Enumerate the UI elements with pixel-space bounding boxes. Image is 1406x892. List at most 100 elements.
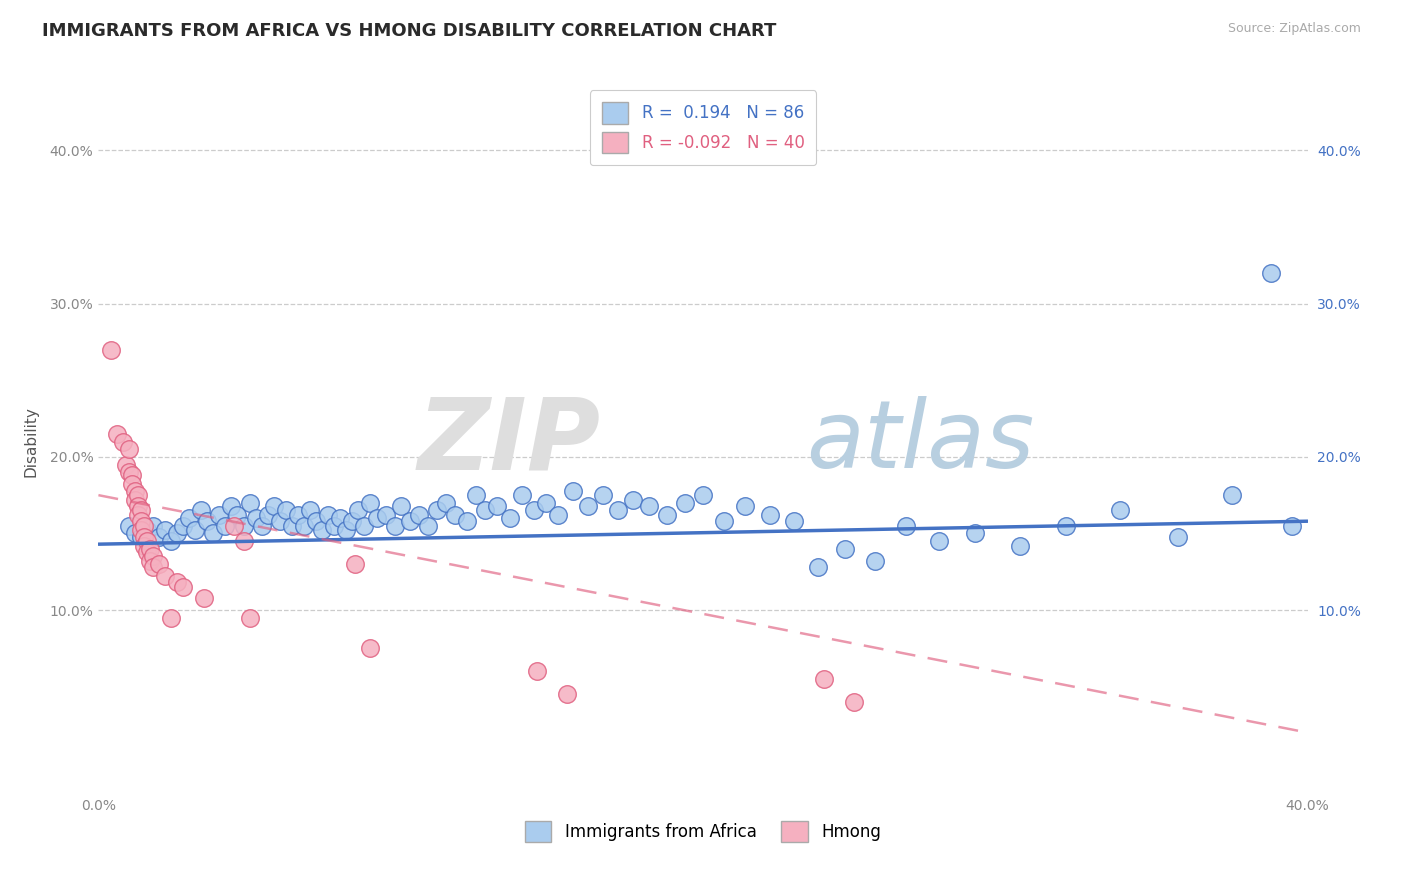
Point bbox=[844, 695, 866, 709]
Point bbox=[384, 518, 406, 533]
Point bbox=[1109, 503, 1132, 517]
Point bbox=[692, 488, 714, 502]
Point bbox=[865, 554, 887, 568]
Point bbox=[323, 518, 346, 533]
Point bbox=[269, 514, 291, 528]
Point bbox=[195, 514, 218, 528]
Point bbox=[353, 518, 375, 533]
Point bbox=[153, 569, 176, 583]
Point bbox=[118, 442, 141, 457]
Point bbox=[347, 503, 370, 517]
Point bbox=[129, 529, 152, 543]
Point bbox=[135, 545, 157, 559]
Point bbox=[1260, 266, 1282, 280]
Point bbox=[758, 508, 780, 522]
Point bbox=[172, 518, 194, 533]
Point bbox=[239, 610, 262, 624]
Point bbox=[232, 534, 254, 549]
Point bbox=[281, 518, 304, 533]
Point bbox=[142, 518, 165, 533]
Point bbox=[111, 434, 134, 449]
Point bbox=[274, 503, 297, 517]
Point bbox=[129, 524, 152, 538]
Point bbox=[105, 426, 128, 441]
Point bbox=[928, 534, 950, 549]
Point bbox=[263, 499, 285, 513]
Point bbox=[148, 557, 170, 571]
Point bbox=[894, 518, 917, 533]
Point bbox=[124, 492, 146, 507]
Point bbox=[245, 511, 267, 525]
Point bbox=[1220, 488, 1243, 502]
Text: Source: ZipAtlas.com: Source: ZipAtlas.com bbox=[1227, 22, 1361, 36]
Point bbox=[444, 508, 467, 522]
Point bbox=[132, 529, 155, 543]
Point bbox=[142, 560, 165, 574]
Point bbox=[139, 541, 162, 556]
Point bbox=[547, 508, 569, 522]
Point bbox=[474, 503, 496, 517]
Point bbox=[250, 518, 273, 533]
Point bbox=[127, 508, 149, 522]
Point bbox=[166, 526, 188, 541]
Point bbox=[623, 492, 645, 507]
Point bbox=[148, 529, 170, 543]
Point bbox=[190, 503, 212, 517]
Point bbox=[965, 526, 987, 541]
Point bbox=[124, 483, 146, 498]
Point bbox=[100, 343, 122, 357]
Point bbox=[132, 539, 155, 553]
Point bbox=[486, 499, 509, 513]
Point bbox=[114, 458, 136, 472]
Point bbox=[1010, 539, 1032, 553]
Point bbox=[360, 641, 382, 656]
Point bbox=[172, 580, 194, 594]
Point bbox=[607, 503, 630, 517]
Point bbox=[124, 526, 146, 541]
Point bbox=[555, 687, 578, 701]
Point bbox=[153, 524, 176, 538]
Point bbox=[562, 483, 585, 498]
Point bbox=[129, 503, 152, 517]
Point bbox=[208, 508, 231, 522]
Point bbox=[142, 549, 165, 564]
Point bbox=[389, 499, 412, 513]
Point bbox=[139, 554, 162, 568]
Point bbox=[184, 524, 207, 538]
Point bbox=[366, 511, 388, 525]
Point bbox=[292, 518, 315, 533]
Point bbox=[398, 514, 420, 528]
Point bbox=[456, 514, 478, 528]
Point bbox=[813, 672, 835, 686]
Point bbox=[416, 518, 439, 533]
Point bbox=[713, 514, 735, 528]
Text: IMMIGRANTS FROM AFRICA VS HMONG DISABILITY CORRELATION CHART: IMMIGRANTS FROM AFRICA VS HMONG DISABILI… bbox=[42, 22, 776, 40]
Point bbox=[1054, 518, 1077, 533]
Point bbox=[160, 534, 183, 549]
Point bbox=[256, 508, 278, 522]
Point bbox=[335, 524, 357, 538]
Legend: Immigrants from Africa, Hmong: Immigrants from Africa, Hmong bbox=[517, 814, 889, 849]
Point bbox=[592, 488, 614, 502]
Point bbox=[783, 514, 806, 528]
Text: ZIP: ZIP bbox=[418, 393, 600, 490]
Point bbox=[576, 499, 599, 513]
Point bbox=[526, 665, 548, 679]
Point bbox=[232, 518, 254, 533]
Point bbox=[374, 508, 396, 522]
Point bbox=[239, 496, 262, 510]
Point bbox=[121, 477, 143, 491]
Point bbox=[342, 514, 364, 528]
Point bbox=[118, 465, 141, 479]
Point bbox=[129, 514, 152, 528]
Point bbox=[135, 524, 157, 538]
Point bbox=[807, 560, 830, 574]
Point bbox=[118, 518, 141, 533]
Point bbox=[734, 499, 756, 513]
Point bbox=[655, 508, 678, 522]
Point bbox=[121, 468, 143, 483]
Text: atlas: atlas bbox=[806, 396, 1033, 487]
Point bbox=[329, 511, 352, 525]
Point bbox=[510, 488, 533, 502]
Point bbox=[426, 503, 449, 517]
